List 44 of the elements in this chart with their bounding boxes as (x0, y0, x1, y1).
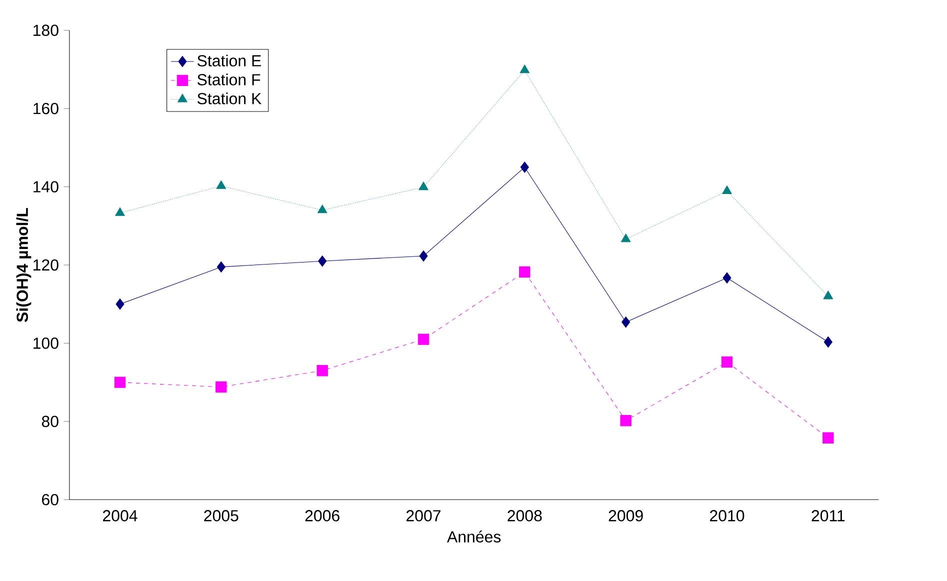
x-tick-label: 2010 (710, 510, 744, 522)
point (620, 415, 632, 426)
y-tick-label: 80 (42, 416, 58, 428)
point (419, 250, 428, 262)
point (520, 64, 530, 74)
point (620, 234, 631, 242)
y-tick-label: 100 (34, 338, 58, 349)
point (721, 356, 733, 368)
x-tick-label: 2006 (305, 510, 340, 522)
y-axis-title: Si(OH)4 µmol/L (16, 208, 32, 322)
y-tick-label: 160 (34, 102, 58, 114)
point (418, 334, 430, 345)
x-axis-title: Années (446, 530, 501, 542)
point (116, 298, 124, 310)
x-tick-label: 2004 (103, 510, 138, 522)
point (216, 381, 227, 393)
legend-label: Station F (197, 74, 260, 86)
point (822, 432, 834, 444)
point (622, 316, 630, 328)
legend-label: Station K (197, 92, 262, 104)
point (823, 290, 834, 300)
point (317, 204, 328, 214)
point (316, 364, 328, 376)
y-tick-label: 180 (34, 24, 58, 36)
point (520, 162, 529, 173)
point (318, 255, 327, 267)
y-tick-label: 60 (42, 494, 58, 506)
point (216, 180, 226, 189)
point (114, 376, 126, 388)
x-tick-label: 2011 (812, 510, 845, 522)
point (519, 266, 530, 278)
point (115, 207, 125, 216)
x-tick-label: 2005 (204, 510, 238, 522)
x-tick-label: 2007 (406, 510, 440, 522)
y-tick-label: 140 (34, 181, 58, 192)
point (722, 272, 732, 284)
x-tick-label: 2009 (608, 510, 643, 522)
point (722, 185, 732, 194)
y-tick-label: 120 (34, 259, 58, 271)
point (418, 182, 428, 190)
point (824, 336, 832, 348)
x-tick-label: 2008 (508, 510, 542, 522)
point (216, 261, 226, 273)
legend-label: Station E (197, 54, 261, 66)
